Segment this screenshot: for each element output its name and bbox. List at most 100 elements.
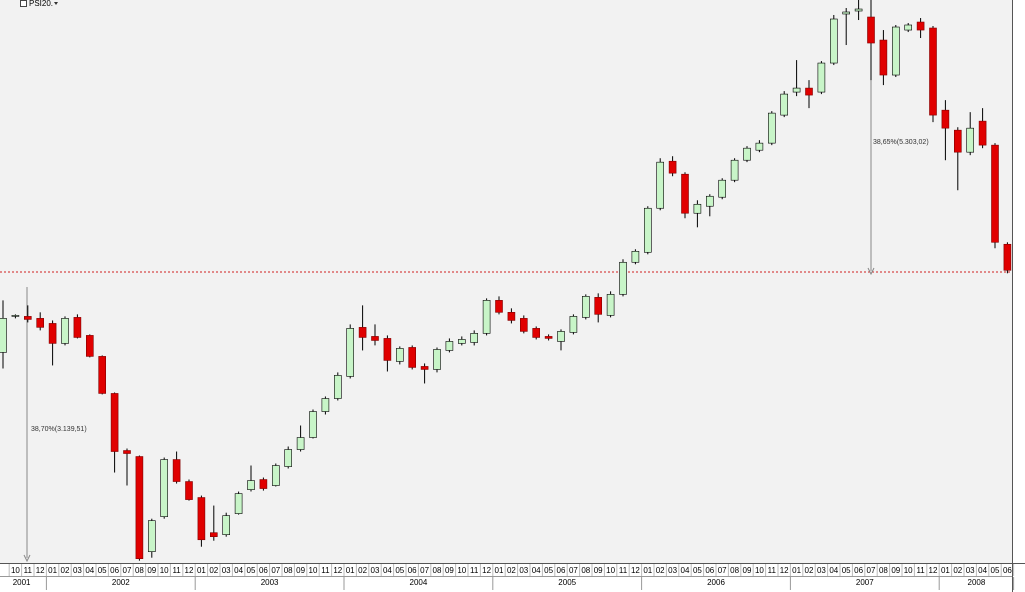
candle-body [532,328,541,338]
candle-body [197,497,206,541]
legend-dropdown[interactable] [54,2,58,5]
x-tick-label: 05 [991,566,1000,575]
x-tick-label: 03 [966,566,975,575]
candle-body [668,160,677,174]
x-tick-label: 04 [383,566,392,575]
candle-body [705,195,714,207]
x-tick-label: 12 [631,566,640,575]
candles [0,0,1012,561]
x-tick-label: 06 [854,566,863,575]
x-tick-label: 08 [433,566,442,575]
candle-body [445,341,454,351]
x-tick-label: 10 [160,566,169,575]
x-tick-label: 08 [135,566,144,575]
x-tick-label: 05 [693,566,702,575]
candle-body [792,87,801,93]
candle-body [507,312,516,321]
x-tick-label: 12 [482,566,491,575]
x-tick-label: 07 [123,566,132,575]
x-tick-label: 09 [891,566,900,575]
legend-icon[interactable] [20,0,27,7]
candle-body [904,24,913,31]
annotation: 38,70%(3.139,51) [31,426,87,433]
x-tick-label: 01 [941,566,950,575]
x-tick-label: 02 [358,566,367,575]
candle-body [656,161,665,209]
candle-body [941,109,950,129]
year-label: 2006 [707,578,725,587]
candle-body [1003,243,1012,271]
candle-body [978,120,987,146]
candle-body [544,336,553,339]
candle-body [780,93,789,116]
candle-body [11,315,20,317]
x-tick-label: 10 [755,566,764,575]
candle-body [891,26,900,76]
x-tick-label: 02 [805,566,814,575]
x-tick-label: 01 [792,566,801,575]
candle-body [619,261,627,295]
candle-body [98,356,106,394]
candle-body [569,316,578,333]
x-tick-label: 04 [234,566,243,575]
x-tick-label: 05 [395,566,404,575]
x-tick-label: 03 [73,566,82,575]
x-tick-label: 03 [519,566,528,575]
measure-arrow [23,554,31,563]
candle-body [867,16,875,44]
candle-body [581,296,590,318]
candle-body [929,27,937,116]
candle-body [805,87,813,96]
x-tick-label: 11 [321,566,330,575]
x-tick-label: 11 [916,566,925,575]
candle-body [358,327,367,338]
x-tick-label: 03 [371,566,380,575]
x-tick-label: 06 [110,566,119,575]
candle-body [495,300,503,313]
x-tick-label: 07 [569,566,578,575]
x-tick-label: 03 [668,566,677,575]
x-tick-label: 05 [247,566,256,575]
candle-body [86,335,94,357]
candle-body [606,294,615,316]
candle-body [172,459,181,482]
x-tick-label: 08 [730,566,739,575]
year-label: 2001 [13,578,31,587]
candle-body [296,437,305,450]
candle-body [420,366,429,370]
x-tick-label: 05 [98,566,107,575]
x-tick-label: 09 [445,566,454,575]
x-tick-label: 08 [284,566,293,575]
candle-body [333,375,342,399]
year-label: 2008 [968,578,986,587]
candle-body [383,338,392,361]
candle-body [643,207,652,253]
candle-body [222,515,230,535]
x-tick-label: 09 [594,566,603,575]
x-tick-label: 04 [532,566,541,575]
x-tick-label: 12 [929,566,938,575]
x-tick-label: 01 [643,566,652,575]
candle-body [842,11,851,15]
x-tick-label: 01 [197,566,206,575]
x-tick-label: 07 [718,566,727,575]
candle-body [730,159,739,181]
x-tick-label: 05 [842,566,851,575]
candle-body [817,62,826,93]
candle-body [73,317,82,338]
candle-body [271,465,280,486]
x-tick-label: 06 [1003,566,1012,575]
candle-body [631,250,640,263]
candle-body [110,393,119,452]
x-tick-label: 02 [656,566,665,575]
candle-body [743,147,751,161]
x-tick-label: 07 [271,566,280,575]
x-tick-label: 06 [408,566,417,575]
x-tick-label: 06 [557,566,566,575]
x-tick-label: 08 [581,566,590,575]
x-tick-label: 01 [495,566,504,575]
x-tick-label: 08 [879,566,888,575]
year-label: 2005 [558,578,576,587]
legend-label[interactable]: PSI20. [29,0,53,8]
candle-body [234,493,243,514]
